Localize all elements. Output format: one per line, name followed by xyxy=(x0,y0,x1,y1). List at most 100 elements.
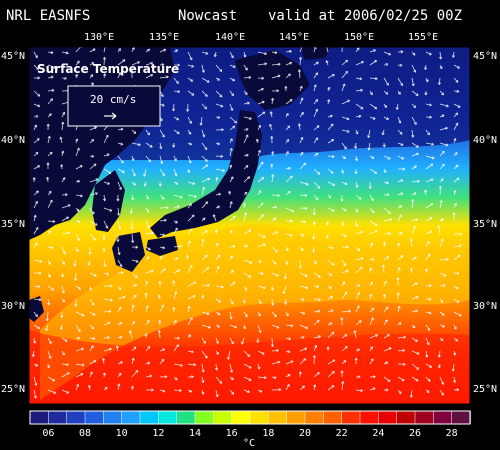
current-arrow xyxy=(285,207,295,213)
current-arrow xyxy=(424,90,428,96)
current-arrow xyxy=(74,298,78,307)
current-arrow xyxy=(355,88,363,92)
current-arrow xyxy=(340,194,344,202)
current-arrow xyxy=(243,272,252,278)
current-arrow xyxy=(257,176,265,183)
current-arrow xyxy=(145,48,151,53)
current-arrow xyxy=(271,272,279,277)
current-arrow xyxy=(117,168,125,173)
current-arrow xyxy=(313,84,317,92)
current-arrow xyxy=(229,244,236,248)
current-arrow xyxy=(383,231,391,236)
current-arrow xyxy=(369,207,375,214)
current-arrow xyxy=(173,336,180,340)
current-arrow xyxy=(425,389,430,393)
current-arrow xyxy=(33,298,42,302)
current-arrow xyxy=(411,256,417,261)
current-arrow xyxy=(369,168,378,174)
current-arrow xyxy=(201,164,209,170)
current-arrow xyxy=(395,103,399,110)
current-arrow xyxy=(299,181,309,186)
current-arrow xyxy=(299,193,308,197)
current-arrow xyxy=(425,230,432,235)
current-arrow xyxy=(187,264,193,274)
current-arrow xyxy=(327,272,333,277)
current-arrow xyxy=(257,76,265,80)
current-arrow xyxy=(313,371,320,378)
current-arrow xyxy=(103,284,113,288)
current-arrow xyxy=(355,348,361,352)
current-arrow xyxy=(396,242,400,248)
current-arrow xyxy=(382,241,387,248)
current-arrow xyxy=(271,376,277,380)
current-arrow xyxy=(159,129,165,138)
current-arrow xyxy=(325,233,329,239)
current-vectors xyxy=(31,47,462,399)
current-arrow xyxy=(271,259,277,265)
current-arrow xyxy=(103,259,107,267)
current-arrow xyxy=(103,153,110,157)
current-arrow xyxy=(270,135,274,144)
current-arrow xyxy=(257,259,262,263)
current-arrow xyxy=(215,77,221,81)
current-arrow xyxy=(61,51,69,55)
current-arrow xyxy=(173,89,181,94)
current-arrow xyxy=(215,363,219,371)
current-arrow xyxy=(340,317,344,326)
current-arrow xyxy=(131,181,136,186)
current-arrow xyxy=(285,61,293,66)
land-shikoku xyxy=(146,236,178,256)
current-arrow xyxy=(117,72,122,79)
current-arrow xyxy=(369,358,374,365)
current-arrow xyxy=(215,142,221,146)
current-arrow xyxy=(145,129,151,136)
current-arrow xyxy=(229,147,233,157)
current-arrow xyxy=(411,350,420,355)
current-arrow xyxy=(453,112,459,118)
colorbar-tick-label: 14 xyxy=(189,428,201,439)
colorbar-cell xyxy=(304,410,325,425)
current-arrow xyxy=(424,64,428,70)
current-arrow xyxy=(201,90,208,97)
current-arrow xyxy=(397,129,403,135)
current-arrow xyxy=(383,280,387,287)
current-arrow xyxy=(439,142,449,147)
current-arrow xyxy=(145,319,150,326)
current-arrow xyxy=(411,376,419,382)
current-arrow xyxy=(369,334,379,339)
current-arrow xyxy=(61,177,66,183)
current-arrow xyxy=(215,205,220,209)
current-arrow xyxy=(229,281,236,287)
current-arrow xyxy=(439,150,445,157)
current-arrow xyxy=(341,116,350,121)
current-arrow xyxy=(172,142,176,148)
current-arrow xyxy=(186,103,190,112)
current-arrow xyxy=(131,283,138,287)
current-arrow xyxy=(243,76,252,80)
current-arrow xyxy=(61,231,70,235)
current-arrow xyxy=(312,246,316,253)
current-arrow xyxy=(453,376,457,383)
current-arrow xyxy=(355,129,359,135)
current-arrow xyxy=(187,389,193,393)
current-arrow xyxy=(229,103,234,111)
vector-scale-label: 20 cm/s xyxy=(90,93,136,106)
colorbar-cell xyxy=(158,410,178,425)
current-arrow xyxy=(201,337,206,344)
current-arrow xyxy=(47,285,55,291)
current-arrow xyxy=(61,193,68,197)
current-arrow xyxy=(257,285,266,290)
current-arrow xyxy=(285,49,292,53)
current-arrow xyxy=(159,389,166,393)
current-arrow xyxy=(89,163,97,170)
current-arrow xyxy=(382,142,386,148)
lat-label-35-right: 35°N xyxy=(473,219,497,230)
current-arrow xyxy=(369,242,374,248)
current-arrow xyxy=(299,324,309,330)
current-arrow xyxy=(201,363,205,373)
current-arrow xyxy=(313,108,319,118)
current-arrow xyxy=(33,165,41,170)
current-arrow xyxy=(397,116,402,124)
current-arrow xyxy=(383,207,391,214)
current-arrow xyxy=(411,199,415,209)
